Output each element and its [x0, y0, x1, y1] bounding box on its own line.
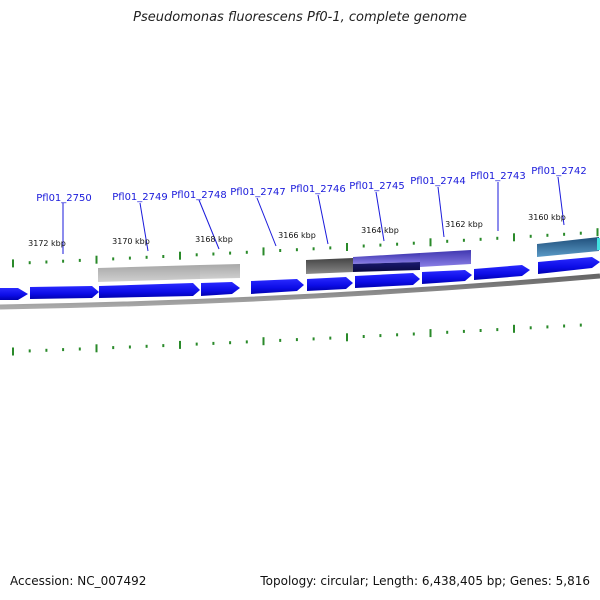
gene-label: Pfl01_2746: [290, 184, 346, 195]
feature-block-edge: [597, 238, 600, 250]
feature-block: [537, 237, 599, 257]
scale-label: 3166 kbp: [278, 231, 316, 240]
gene-label: Pfl01_2743: [470, 171, 526, 182]
feature-block: [98, 265, 200, 282]
gene-label: Pfl01_2750: [36, 193, 92, 204]
cds-arrow: [474, 265, 530, 280]
cds-track: [0, 257, 600, 300]
feature-block: [353, 262, 420, 272]
leader-line: [198, 199, 220, 250]
feature-track: [98, 237, 600, 282]
gene-label: Pfl01_2747: [230, 187, 286, 198]
cds-arrow: [538, 257, 600, 274]
genome-summary-text: Topology: circular; Length: 6,438,405 bp…: [260, 574, 590, 588]
leader-line: [317, 194, 329, 245]
feature-block: [200, 264, 240, 279]
leader-line: [256, 197, 277, 247]
gene-label: Pfl01_2749: [112, 192, 168, 203]
leader-line: [437, 186, 445, 238]
cds-arrow: [0, 288, 28, 300]
map-title: Pseudomonas fluorescens Pf0-1, complete …: [133, 10, 467, 25]
scale-label: 3160 kbp: [528, 213, 566, 222]
gene-label: Pfl01_2745: [349, 181, 405, 192]
scale-label: 3168 kbp: [195, 235, 233, 244]
cds-arrow: [307, 277, 353, 291]
genome-backbone: [0, 273, 600, 310]
scale-label: 3170 kbp: [112, 237, 150, 246]
cds-arrow: [251, 279, 304, 294]
scale-label: 3162 kbp: [445, 220, 483, 229]
leader-line: [139, 202, 149, 252]
cds-arrow: [201, 282, 240, 296]
feature-block: [353, 253, 420, 264]
gene-label-leaders: [62, 176, 565, 254]
cds-arrow: [355, 273, 420, 288]
feature-block: [306, 258, 353, 274]
scale-label: 3172 kbp: [28, 239, 66, 248]
gene-label: Pfl01_2748: [171, 190, 227, 201]
gene-labels: Pfl01_2750 Pfl01_2749 Pfl01_2748 Pfl01_2…: [36, 166, 587, 204]
cds-arrow: [30, 286, 99, 299]
cds-arrow: [422, 270, 472, 284]
scale-labels: 3172 kbp 3170 kbp 3168 kbp 3166 kbp 3164…: [28, 213, 566, 248]
leader-line: [375, 191, 385, 242]
feature-block: [420, 250, 471, 267]
cds-arrow: [99, 283, 200, 298]
outer-tick-ring: [12, 228, 599, 268]
gene-label: Pfl01_2742: [531, 166, 587, 177]
inner-tick-ring: [12, 323, 582, 356]
accession-text: Accession: NC_007492: [10, 574, 147, 588]
leader-line: [557, 176, 565, 226]
gene-label: Pfl01_2744: [410, 176, 466, 187]
scale-label: 3164 kbp: [361, 226, 399, 235]
